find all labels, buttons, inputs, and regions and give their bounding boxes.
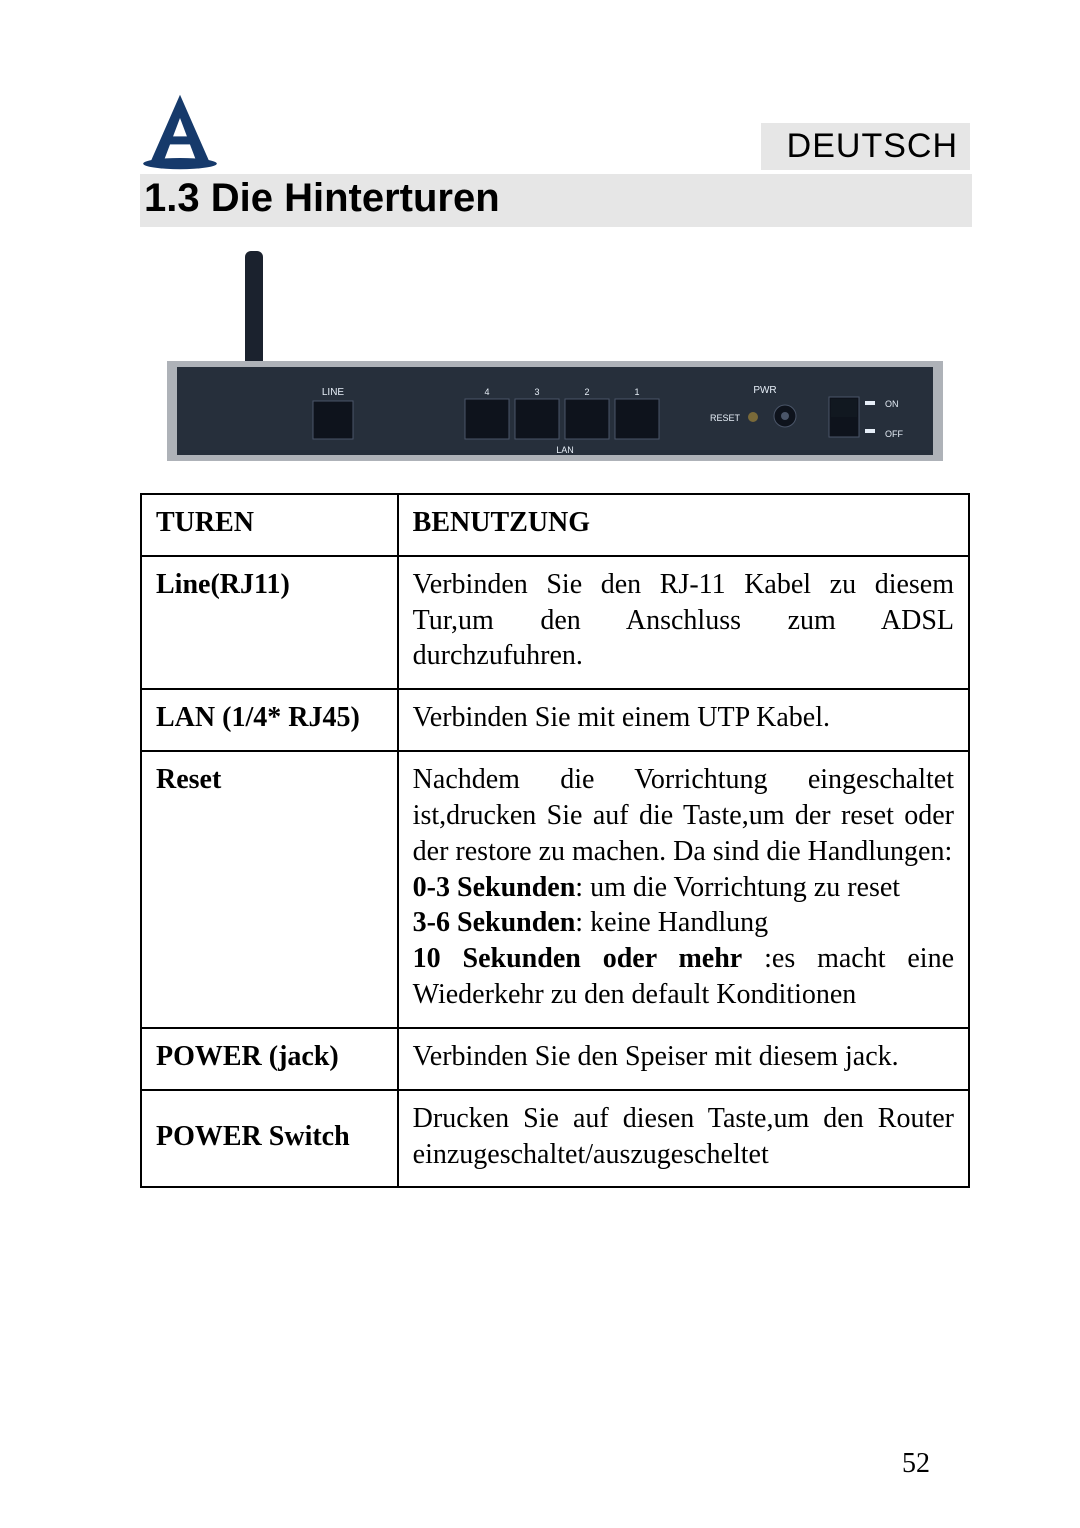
port-usage: Verbinden Sie den Speiser mit diesem jac…	[398, 1028, 969, 1090]
port-name: Reset	[141, 751, 398, 1028]
svg-text:4: 4	[484, 387, 489, 397]
reset-b3: 10 Sekunden oder mehr	[413, 943, 743, 974]
reset-b1: 0-3 Sekunden	[413, 872, 576, 903]
table-row: Reset Nachdem die Vorrichtung eingeschal…	[141, 751, 969, 1028]
manual-page: DEUTSCH 1.3 Die Hinterturen LINE 4 3 2 1…	[0, 0, 1080, 1528]
reset-b2: 3-6 Sekunden	[413, 907, 576, 938]
table-row: POWER Switch Drucken Sie auf diesen Tast…	[141, 1090, 969, 1188]
page-header: DEUTSCH	[140, 90, 970, 170]
reset-t2: : keine Handlung	[575, 907, 768, 938]
table-header-row: TUREN BENUTZUNG	[141, 494, 969, 556]
svg-text:PWR: PWR	[753, 385, 776, 396]
language-label: DEUTSCH	[761, 123, 970, 170]
col-header-turen: TUREN	[141, 494, 398, 556]
port-usage: Drucken Sie auf diesen Taste,um den Rout…	[398, 1090, 969, 1188]
port-name: LAN (1/4* RJ45)	[141, 689, 398, 751]
port-usage: Verbinden Sie den RJ-11 Kabel zu diesem …	[398, 556, 969, 689]
svg-text:2: 2	[584, 387, 589, 397]
reset-intro: Nachdem die Vorrichtung eingeschaltet is…	[413, 764, 954, 867]
port-usage-reset: Nachdem die Vorrichtung eingeschaltet is…	[398, 751, 969, 1028]
svg-text:LAN: LAN	[556, 445, 574, 455]
page-number: 52	[902, 1448, 930, 1480]
table-row: Line(RJ11) Verbinden Sie den RJ-11 Kabel…	[141, 556, 969, 689]
svg-text:RESET: RESET	[710, 413, 741, 423]
section-heading-bar: 1.3 Die Hinterturen	[140, 174, 972, 227]
port-name: Line(RJ11)	[141, 556, 398, 689]
ports-table: TUREN BENUTZUNG Line(RJ11) Verbinden Sie…	[140, 493, 970, 1188]
port-name: POWER (jack)	[141, 1028, 398, 1090]
table-row: LAN (1/4* RJ45) Verbinden Sie mit einem …	[141, 689, 969, 751]
port-name: POWER Switch	[141, 1090, 398, 1188]
section-title: 1.3 Die Hinterturen	[144, 176, 968, 221]
brand-logo-icon	[140, 90, 220, 170]
svg-text:1: 1	[634, 387, 639, 397]
svg-text:OFF: OFF	[885, 429, 903, 439]
port-usage: Verbinden Sie mit einem UTP Kabel.	[398, 689, 969, 751]
reset-t1: : um die Vorrichtung zu reset	[575, 872, 900, 903]
table-row: POWER (jack) Verbinden Sie den Speiser m…	[141, 1028, 969, 1090]
router-rear-photo: LINE 4 3 2 1 LAN RESET PWR ON OFF	[165, 251, 945, 475]
svg-text:ON: ON	[885, 399, 899, 409]
label-line: LINE	[322, 387, 345, 398]
col-header-benutzung: BENUTZUNG	[398, 494, 969, 556]
svg-text:3: 3	[534, 387, 539, 397]
